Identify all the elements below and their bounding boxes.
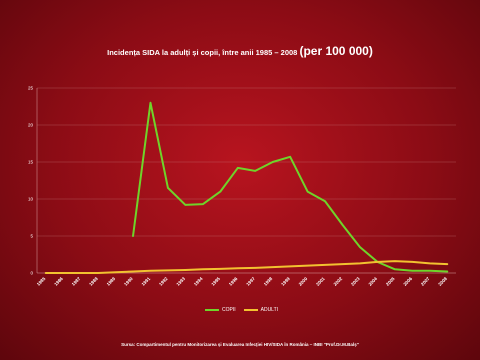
- x-tick-label: 2007: [420, 276, 431, 287]
- x-tick-label: 2002: [333, 276, 344, 287]
- chart-title-unit: (per 100 000): [299, 44, 373, 58]
- x-tick-label: 1998: [263, 276, 274, 287]
- x-tick-label: 1985: [36, 276, 47, 287]
- series-line-adulti: [44, 260, 449, 274]
- x-tick-label: 2004: [368, 276, 379, 287]
- legend-item-copii: COPII: [205, 307, 236, 313]
- x-tick-label: 1992: [158, 276, 169, 287]
- x-tick-label: 1990: [123, 276, 134, 287]
- source-note: Sursa: Compartimentul pentru Monitorizar…: [121, 342, 359, 347]
- x-tick-label: 2005: [385, 276, 396, 287]
- legend-swatch-adulti: [243, 309, 258, 311]
- x-tick-label: 1999: [280, 276, 291, 287]
- legend-label-adulti: ADULTI: [260, 307, 279, 313]
- x-tick-label: 1996: [228, 276, 239, 287]
- x-tick-label: 1988: [88, 276, 99, 287]
- y-tick-label: 5: [30, 234, 33, 239]
- x-tick-label: 1987: [71, 276, 82, 287]
- x-tick-label: 2003: [350, 276, 361, 287]
- chart-legend: COPII ADULTI: [205, 307, 278, 313]
- legend-label-copii: COPII: [222, 307, 236, 313]
- x-tick-label: 2008: [437, 276, 448, 287]
- x-tick-label: 1994: [193, 276, 204, 287]
- y-tick-label: 10: [28, 197, 34, 202]
- x-tick-label: 2000: [298, 276, 309, 287]
- y-tick-label: 15: [28, 160, 34, 165]
- x-tick-label: 1991: [141, 276, 152, 287]
- x-tick-label: 1989: [106, 276, 117, 287]
- legend-item-adulti: ADULTI: [243, 307, 279, 313]
- y-tick-label: 0: [30, 271, 33, 276]
- y-tick-label: 20: [28, 123, 34, 128]
- x-tick-label: 1995: [210, 276, 221, 287]
- x-tick-label: 2001: [315, 276, 326, 287]
- x-tick-label: 2006: [402, 276, 413, 287]
- series-line-copii: [132, 101, 449, 273]
- x-tick-label: 1993: [175, 276, 186, 287]
- legend-swatch-copii: [205, 309, 219, 311]
- chart-title: Incidența SIDA la adulți și copii, între…: [20, 44, 460, 58]
- y-tick-label: 25: [28, 86, 34, 91]
- x-tick-label: 1986: [53, 276, 64, 287]
- chart-title-main: Incidența SIDA la adulți și copii, între…: [107, 48, 298, 57]
- x-tick-label: 1997: [245, 276, 256, 287]
